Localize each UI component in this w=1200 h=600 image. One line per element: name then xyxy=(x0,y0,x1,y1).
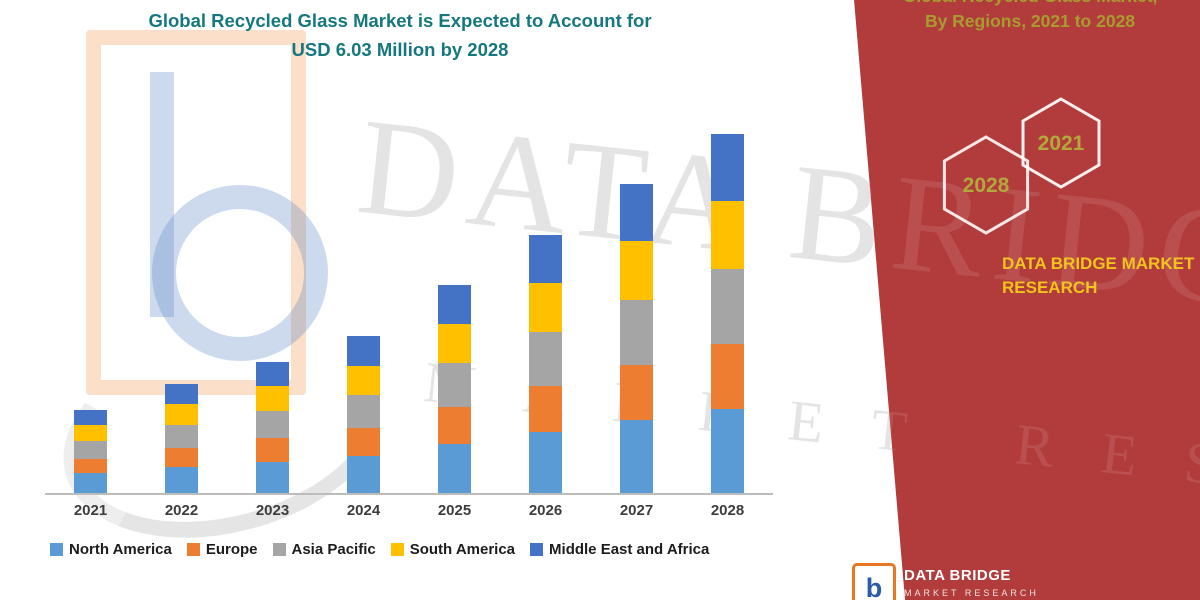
plot-area xyxy=(45,120,773,495)
bar-segment-europe xyxy=(438,406,471,445)
bar-segment-north-america xyxy=(347,456,380,493)
panel-heading-line2: By Regions, 2021 to 2028 xyxy=(924,11,1136,31)
panel-brand-text: DATA BRIDGE MARKET RESEARCH xyxy=(1002,252,1197,300)
bar-segment-asia-pacific xyxy=(438,363,471,407)
bar-segment-south-america xyxy=(529,283,562,332)
bar-segment-north-america xyxy=(165,467,198,493)
panel-heading: Global Recycled Glass Market, By Regions… xyxy=(880,0,1180,34)
bar-segment-south-america xyxy=(165,404,198,426)
legend-label: Middle East and Africa xyxy=(549,541,710,558)
bar-segment-europe xyxy=(74,458,107,474)
bar-2022 xyxy=(136,120,227,493)
bar-segment-middle-east-and-africa xyxy=(529,235,562,284)
x-axis-label-2026: 2026 xyxy=(528,502,563,519)
hexagon-2028-outline-icon xyxy=(942,135,1030,235)
bar-segment-middle-east-and-africa xyxy=(711,134,744,201)
bar-segment-south-america xyxy=(256,385,289,411)
legend-swatch-icon xyxy=(272,543,286,556)
footer-logo-mark-icon: b xyxy=(852,563,896,600)
bar-segment-north-america xyxy=(74,473,107,493)
bar-segment-europe xyxy=(711,343,744,409)
bar-segment-middle-east-and-africa xyxy=(438,284,471,325)
legend-item-europe: Europe xyxy=(186,541,258,558)
bar-segment-europe xyxy=(620,364,653,421)
x-axis-label-2023: 2023 xyxy=(255,502,290,519)
bar-segment-north-america xyxy=(711,408,744,493)
bar-2025 xyxy=(409,120,500,493)
bar-segment-asia-pacific xyxy=(256,410,289,439)
legend-label: Asia Pacific xyxy=(291,541,376,558)
legend-swatch-icon xyxy=(186,543,200,556)
bar-segment-asia-pacific xyxy=(347,395,380,429)
bar-segment-south-america xyxy=(74,425,107,442)
bar-2027 xyxy=(591,120,682,493)
legend-item-north-america: North America xyxy=(50,541,172,558)
legend-swatch-icon xyxy=(390,543,404,556)
legend-item-middle-east-and-africa: Middle East and Africa xyxy=(530,541,709,558)
bar-segment-north-america xyxy=(529,432,562,493)
x-axis-label-2028: 2028 xyxy=(710,502,745,519)
panel-heading-line1: Global Recycled Glass Market, xyxy=(880,0,1180,9)
legend-swatch-icon xyxy=(530,543,544,556)
chart-title-line1: Global Recycled Glass Market is Expected… xyxy=(148,10,652,31)
x-axis-labels: 2021 2022 2023 2024 2025 2026 2027 2028 xyxy=(45,502,773,519)
bar-segment-south-america xyxy=(347,365,380,396)
bar-segment-europe xyxy=(256,438,289,463)
x-axis-label-2024: 2024 xyxy=(346,502,381,519)
bar-segment-asia-pacific xyxy=(711,268,744,344)
bar-2024 xyxy=(318,120,409,493)
legend-label: Europe xyxy=(205,541,258,558)
bar-segment-middle-east-and-africa xyxy=(74,409,107,426)
panel-brand-line2: RESEARCH xyxy=(1002,278,1098,297)
chart-title: Global Recycled Glass Market is Expected… xyxy=(50,6,750,64)
bar-segment-asia-pacific xyxy=(529,331,562,386)
footer-logo-subtitle: MARKET RESEARCH xyxy=(904,588,1039,598)
legend-label: South America xyxy=(409,541,516,558)
bar-2021 xyxy=(45,120,136,493)
footer-logo: b DATA BRIDGE MARKET RESEARCH xyxy=(852,563,1039,600)
legend: North America Europe Asia Pacific South Ame… xyxy=(50,541,709,558)
bar-segment-middle-east-and-africa xyxy=(620,183,653,242)
bar-segment-north-america xyxy=(438,444,471,493)
footer-logo-name: DATA BRIDGE xyxy=(904,567,1011,584)
x-axis-label-2021: 2021 xyxy=(73,502,108,519)
bar-segment-europe xyxy=(165,447,198,468)
bar-segment-asia-pacific xyxy=(74,441,107,459)
bar-segment-europe xyxy=(347,428,380,457)
bar-segment-asia-pacific xyxy=(165,425,198,448)
bar-2023 xyxy=(227,120,318,493)
x-axis-label-2022: 2022 xyxy=(164,502,199,519)
legend-label: North America xyxy=(69,541,172,558)
panel-brand-line1: DATA BRIDGE MARKET xyxy=(1002,254,1195,273)
bar-segment-middle-east-and-africa xyxy=(256,361,289,386)
bar-segment-north-america xyxy=(620,420,653,493)
bar-segment-middle-east-and-africa xyxy=(165,384,198,405)
bar-2026 xyxy=(500,120,591,493)
bar-segment-europe xyxy=(529,385,562,433)
x-axis-label-2025: 2025 xyxy=(437,502,472,519)
x-axis-label-2027: 2027 xyxy=(619,502,654,519)
bar-segment-south-america xyxy=(711,200,744,269)
hexagon-2021-label: 2021 xyxy=(1038,132,1085,155)
bar-segment-asia-pacific xyxy=(620,299,653,365)
hexagon-badges: 2028 2021 xyxy=(942,97,1101,235)
chart-title-line2: USD 6.03 Million by 2028 xyxy=(291,39,509,60)
legend-item-asia-pacific: Asia Pacific xyxy=(272,541,376,558)
legend-swatch-icon xyxy=(50,543,63,556)
footer-logo-text: DATA BRIDGE MARKET RESEARCH xyxy=(904,563,1039,600)
bar-segment-south-america xyxy=(438,324,471,364)
bar-segment-middle-east-and-africa xyxy=(347,336,380,366)
bar-2028 xyxy=(682,120,773,493)
hexagon-2028-label: 2028 xyxy=(963,174,1010,197)
bar-segment-south-america xyxy=(620,241,653,300)
footer-logo-b-icon: b xyxy=(865,572,883,600)
legend-item-south-america: South America xyxy=(390,541,516,558)
hexagon-2021-outline-icon xyxy=(1021,97,1101,189)
bar-segment-north-america xyxy=(256,462,289,493)
